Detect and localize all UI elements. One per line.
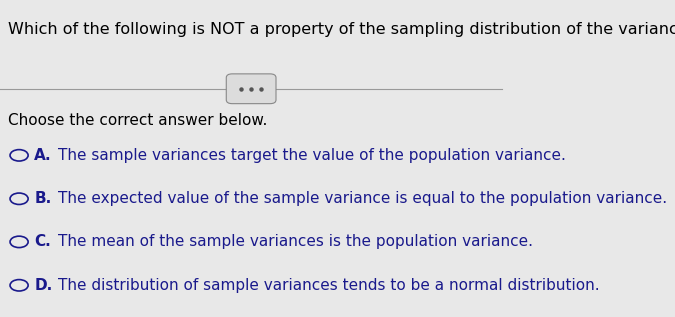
Text: D.: D. xyxy=(34,278,53,293)
Text: Choose the correct answer below.: Choose the correct answer below. xyxy=(7,113,267,127)
Text: The mean of the sample variances is the population variance.: The mean of the sample variances is the … xyxy=(58,234,533,249)
FancyBboxPatch shape xyxy=(226,74,276,104)
Text: The distribution of sample variances tends to be a normal distribution.: The distribution of sample variances ten… xyxy=(58,278,599,293)
Text: Which of the following is NOT a property of the sampling distribution of the var: Which of the following is NOT a property… xyxy=(7,22,675,37)
Text: The sample variances target the value of the population variance.: The sample variances target the value of… xyxy=(58,148,566,163)
Text: A.: A. xyxy=(34,148,52,163)
Text: C.: C. xyxy=(34,234,51,249)
Text: The expected value of the sample variance is equal to the population variance.: The expected value of the sample varianc… xyxy=(58,191,667,206)
Text: B.: B. xyxy=(34,191,51,206)
